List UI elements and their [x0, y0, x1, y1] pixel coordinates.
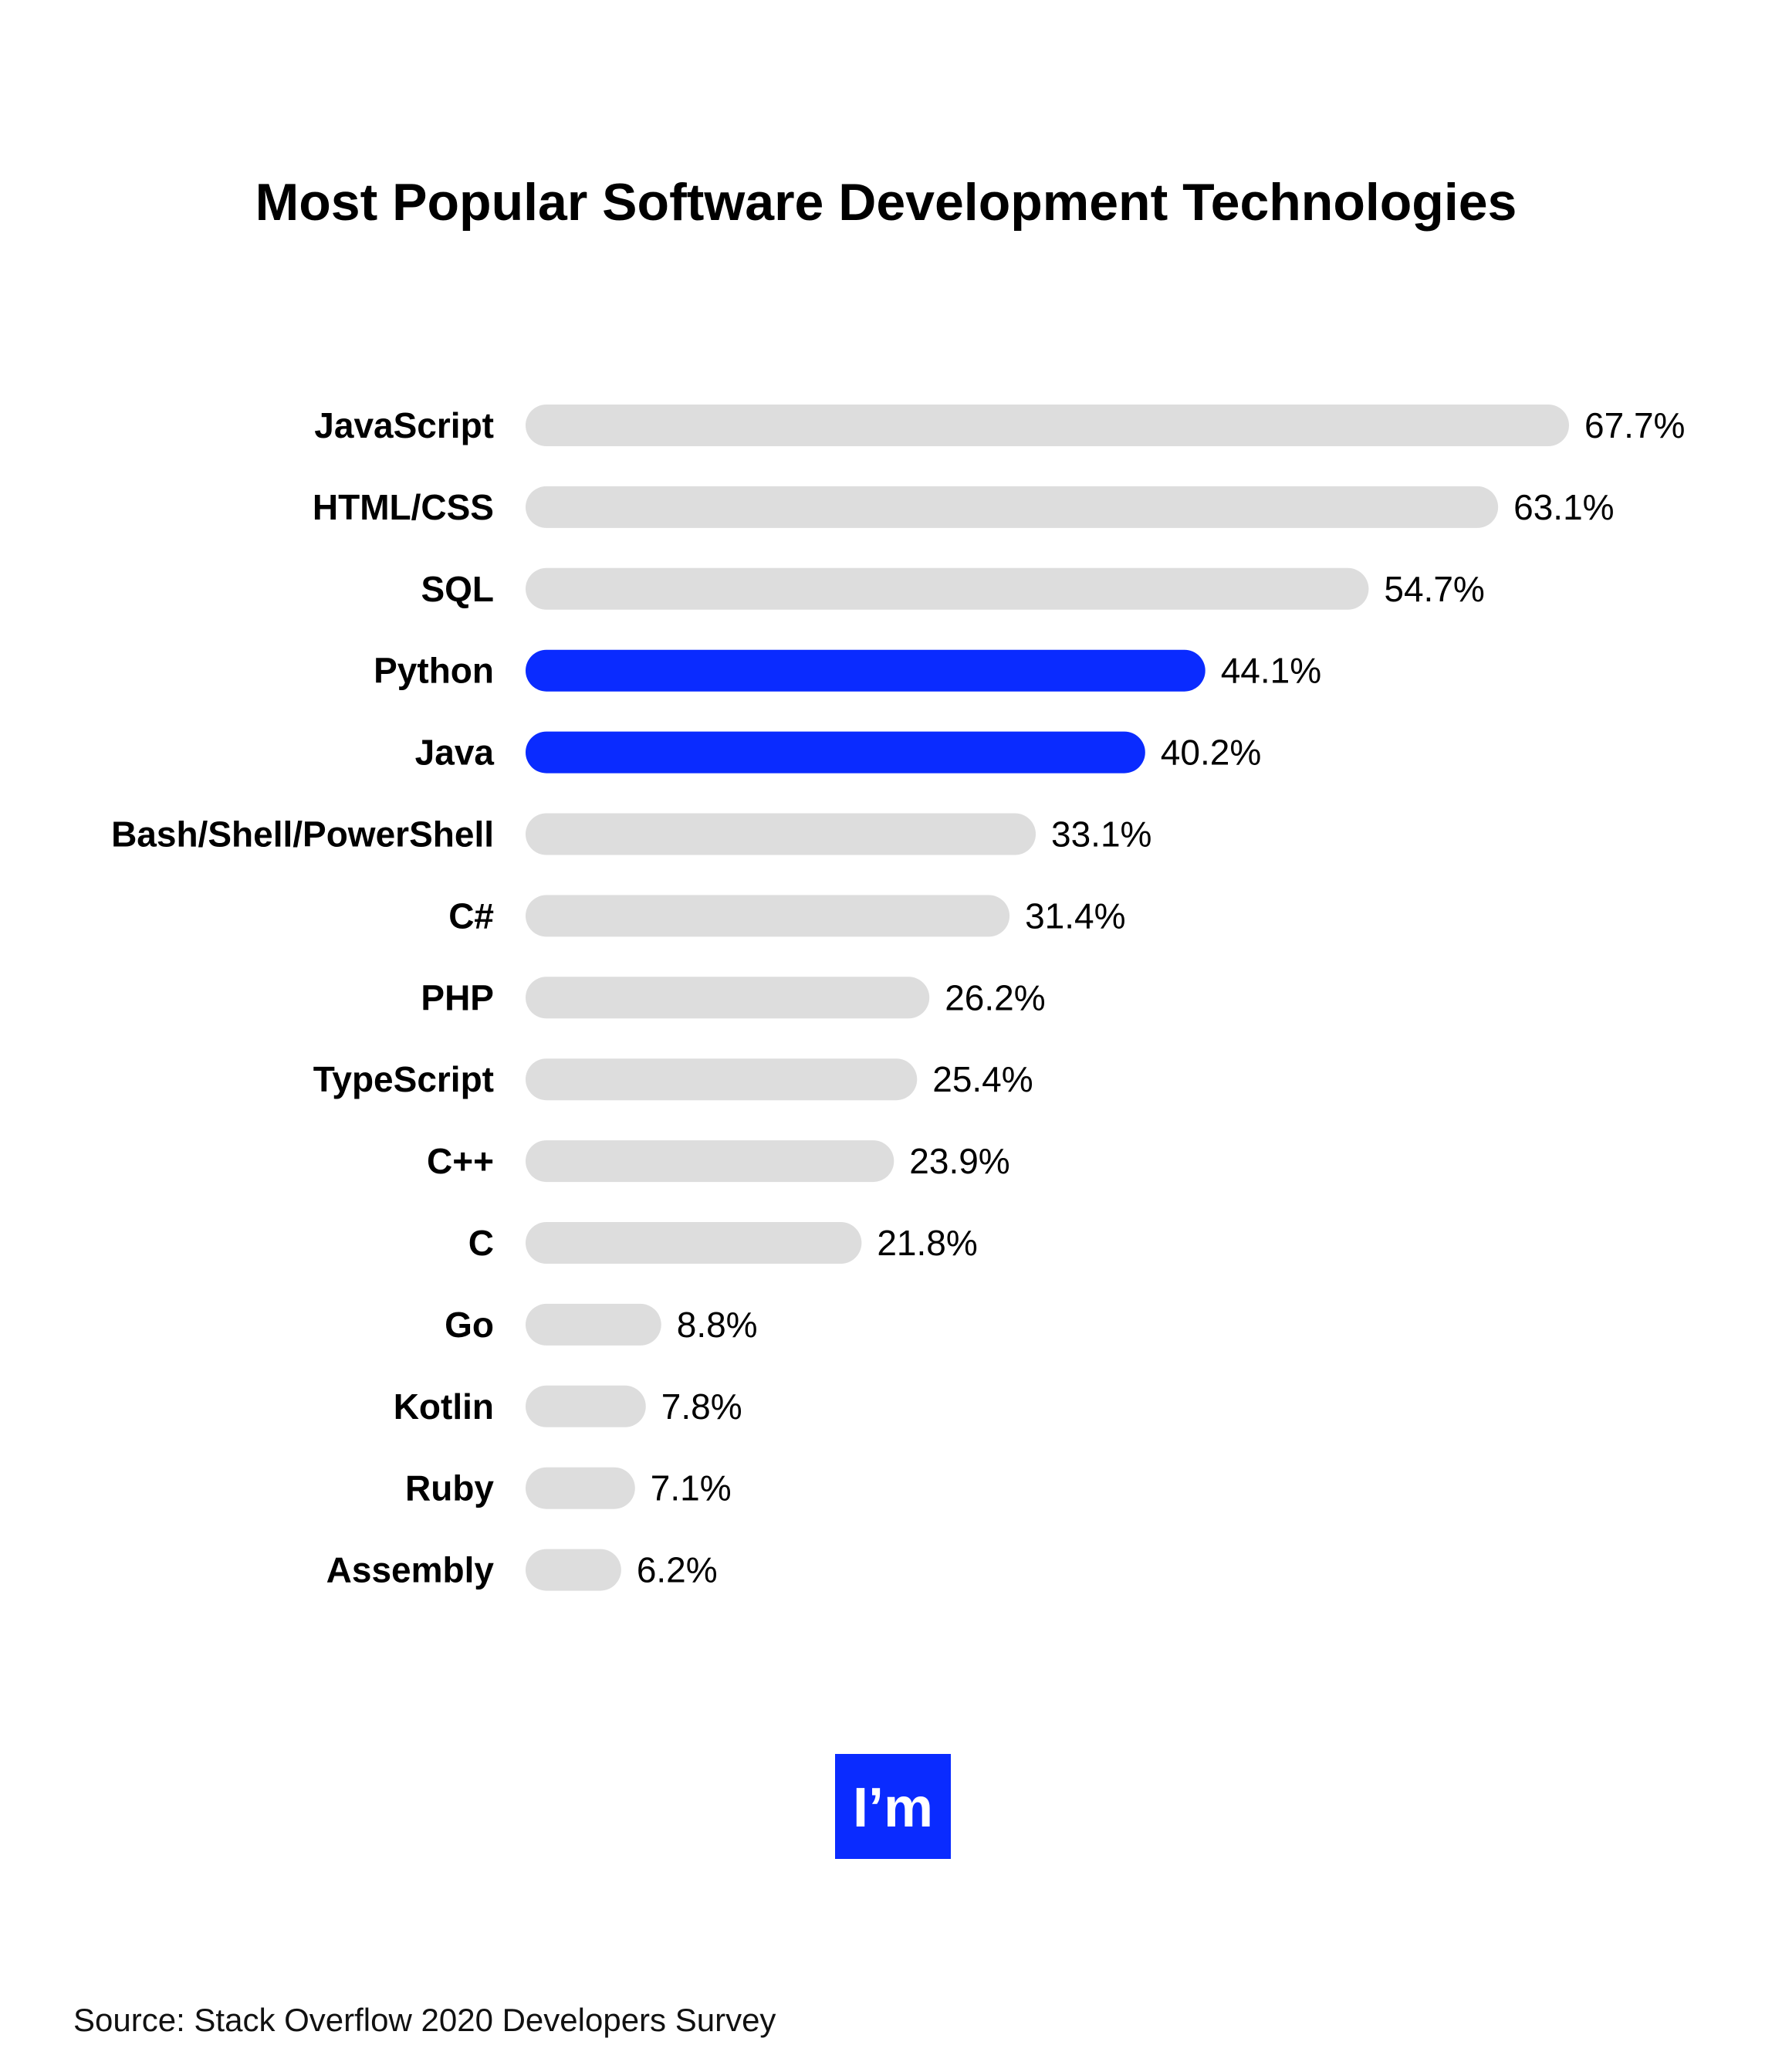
category-label: JavaScript	[314, 405, 494, 445]
category-label: Java	[415, 733, 495, 773]
category-label: C#	[448, 895, 494, 936]
bar-c	[526, 1222, 861, 1264]
bar-bash-shell-powershell	[526, 814, 1036, 855]
category-label: HTML/CSS	[313, 487, 494, 527]
bar-sql	[526, 568, 1368, 610]
bar-c-	[526, 1140, 894, 1182]
category-label: Python	[374, 651, 494, 691]
category-label: Go	[445, 1305, 494, 1345]
category-label: Assembly	[326, 1550, 495, 1590]
category-label: SQL	[421, 569, 494, 609]
bar-python	[526, 650, 1206, 692]
category-label: C++	[427, 1141, 494, 1181]
category-label: Ruby	[405, 1468, 494, 1508]
bar-java	[526, 732, 1145, 774]
value-label: 33.1%	[1051, 814, 1151, 855]
category-label: Kotlin	[394, 1386, 494, 1427]
category-label: Bash/Shell/PowerShell	[111, 814, 494, 855]
source-note: Source: Stack Overflow 2020 Developers S…	[73, 2002, 776, 2038]
category-label: TypeScript	[313, 1059, 494, 1099]
logo: I’m	[835, 1754, 951, 1859]
category-label: C	[468, 1223, 494, 1263]
value-label: 54.7%	[1384, 569, 1484, 609]
category-label: PHP	[421, 977, 494, 1017]
value-label: 63.1%	[1513, 487, 1614, 527]
bar-assembly	[526, 1549, 621, 1591]
value-label: 26.2%	[945, 977, 1045, 1017]
bars-group: JavaScript 67.7% HTML/CSS 63.1% SQL 54.7% Pyth…	[111, 405, 1685, 1591]
value-label: 7.1%	[651, 1468, 732, 1508]
chart-title: Most Popular Software Development Techno…	[255, 173, 1517, 232]
logo-text: I’m	[853, 1777, 933, 1839]
value-label: 25.4%	[932, 1059, 1033, 1099]
bar-kotlin	[526, 1386, 646, 1427]
value-label: 67.7%	[1584, 405, 1685, 445]
bar-html-css	[526, 486, 1498, 528]
value-label: 23.9%	[909, 1141, 1009, 1181]
bar-javascript	[526, 405, 1569, 446]
value-label: 31.4%	[1025, 895, 1125, 936]
value-label: 7.8%	[661, 1386, 742, 1427]
bar-ruby	[526, 1468, 635, 1509]
value-label: 6.2%	[637, 1550, 718, 1590]
value-label: 44.1%	[1221, 651, 1321, 691]
bar-go	[526, 1304, 661, 1346]
value-label: 21.8%	[877, 1223, 977, 1263]
value-label: 8.8%	[677, 1305, 758, 1345]
value-label: 40.2%	[1161, 733, 1261, 773]
bar-typescript	[526, 1058, 917, 1100]
bar-c-	[526, 895, 1009, 936]
bar-php	[526, 977, 929, 1018]
